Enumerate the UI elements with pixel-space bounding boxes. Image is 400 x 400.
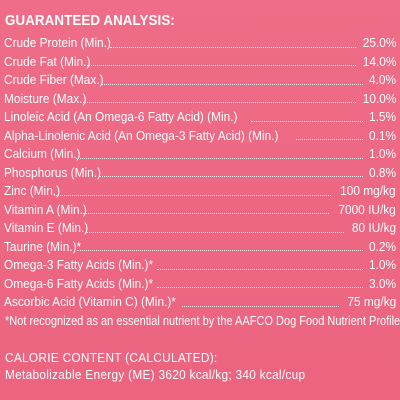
dot-leader <box>156 268 363 270</box>
nutrient-label: Phosphorus (Min.) <box>4 164 101 180</box>
nutrient-value: 0.2% <box>368 238 396 254</box>
dot-leader <box>77 249 363 251</box>
dot-leader <box>82 101 356 103</box>
dot-leader <box>84 231 344 233</box>
nutrient-label: Ascorbic Acid (Vitamin C) (Min.)* <box>4 294 176 309</box>
analysis-row: Ascorbic Acid (Vitamin C) (Min.)* 75 mg/k… <box>4 293 396 312</box>
dot-leader <box>76 157 363 159</box>
analysis-row: Omega-3 Fatty Acids (Min.)* 1.0% <box>4 256 396 275</box>
analysis-row: Crude Fiber (Max.) 4.0% <box>4 71 396 90</box>
dot-leader <box>156 286 363 288</box>
analysis-row: Alpha-Linolenic Acid (An Omega-3 Fatty A… <box>4 127 396 146</box>
dot-leader <box>101 83 363 85</box>
nutrient-label: Omega-6 Fatty Acids (Min.)* <box>4 275 154 291</box>
nutrient-label: Crude Fiber (Max.) <box>4 72 104 87</box>
aafco-footnote: *Not recognized as an essential nutrient… <box>5 312 400 328</box>
nutrient-label: Zinc (Min.) <box>4 183 61 198</box>
nutrient-label: Calcium (Min.) <box>4 146 81 161</box>
nutrient-value: 7000 IU/kg <box>338 201 396 217</box>
nutrient-label: Vitamin A (Min.) <box>4 201 87 217</box>
analysis-row: Taurine (Min.)* 0.2% <box>4 238 396 257</box>
metabolizable-energy-text: Metabolizable Energy (ME) 3620 kcal/kg; … <box>5 366 306 382</box>
analysis-row: Calcium (Min.) 1.0% <box>4 145 396 164</box>
nutrient-value: 1.0% <box>368 146 396 161</box>
dot-leader <box>83 212 330 214</box>
dot-leader <box>87 64 356 66</box>
nutrient-value: 100 mg/kg <box>340 183 396 198</box>
nutrient-label: Linoleic Acid (An Omega-6 Fatty Acid) (M… <box>4 109 238 124</box>
nutrient-value: 75 mg/kg <box>347 294 396 309</box>
dot-leader <box>53 194 332 196</box>
nutrient-value: 4.0% <box>368 72 396 87</box>
nutrient-label: Omega-3 Fatty Acids (Min.)* <box>4 257 154 272</box>
nutrient-label: Alpha-Linolenic Acid (An Omega-3 Fatty A… <box>4 127 279 143</box>
nutrient-value: 3.0% <box>368 275 396 291</box>
analysis-row: Crude Protein (Min.) 25.0% <box>4 34 396 53</box>
analysis-row: Vitamin A (Min.) 7000 IU/kg <box>4 201 396 220</box>
nutrient-label: Crude Protein (Min.) <box>4 35 111 50</box>
dot-leader <box>296 138 363 140</box>
analysis-row: Zinc (Min.) 100 mg/kg <box>4 182 396 201</box>
analysis-row: Vitamin E (Min.) 80 IU/kg <box>4 219 396 238</box>
nutrient-value: 1.0% <box>368 257 396 272</box>
dot-leader <box>99 175 363 177</box>
nutrient-value: 80 IU/kg <box>351 220 396 235</box>
nutrient-value: 10.0% <box>362 90 396 106</box>
analysis-row: Crude Fat (Min.) 14.0% <box>4 53 396 72</box>
analysis-list: Crude Protein (Min.) 25.0% Crude Fat (Min… <box>4 34 396 312</box>
nutrient-value: 1.5% <box>368 109 396 124</box>
nutrient-value: 14.0% <box>362 53 396 69</box>
analysis-row: Moisture (Max.) 10.0% <box>4 90 396 109</box>
calorie-content-heading: CALORIE CONTENT (CALCULATED): <box>5 349 218 365</box>
dot-leader <box>182 305 339 307</box>
guaranteed-analysis-heading: GUARANTEED ANALYSIS: <box>5 13 175 29</box>
analysis-row: Linoleic Acid (An Omega-6 Fatty Acid) (M… <box>4 108 396 127</box>
nutrient-label: Moisture (Max.) <box>4 90 87 106</box>
dot-leader <box>110 46 356 48</box>
nutrient-value: 0.8% <box>368 164 396 180</box>
nutrient-label: Taurine (Min.)* <box>4 238 82 254</box>
dot-leader <box>250 120 363 122</box>
calorie-content-section: CALORIE CONTENT (CALCULATED): Metaboliza… <box>5 349 396 383</box>
nutrient-value: 0.1% <box>368 127 396 143</box>
nutrient-value: 25.0% <box>362 35 396 50</box>
analysis-row: Phosphorus (Min.) 0.8% <box>4 164 396 183</box>
nutrient-label: Crude Fat (Min.) <box>4 53 91 69</box>
analysis-row: Omega-6 Fatty Acids (Min.)* 3.0% <box>4 275 396 294</box>
nutrient-label: Vitamin E (Min.) <box>4 220 89 235</box>
